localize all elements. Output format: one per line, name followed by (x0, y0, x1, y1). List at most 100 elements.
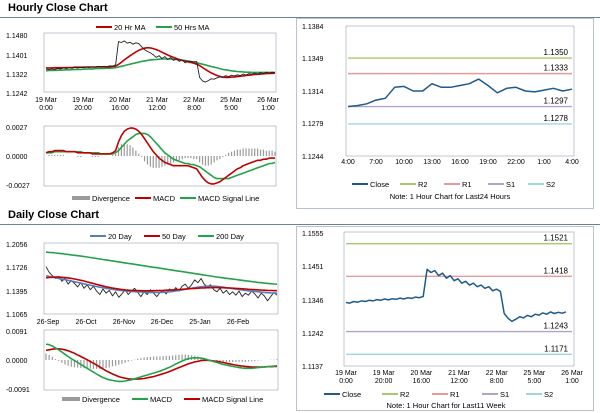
x-tick-label: 19 Mar 0:00 (35, 97, 57, 112)
daily-pivot-panel (296, 226, 594, 411)
y-tick-label: 0.0000 (6, 154, 28, 161)
legend-label-r2: R2 (400, 390, 410, 399)
legend-label-200-day: 200 Day (216, 232, 244, 241)
y-tick-label: 1.1401 (6, 53, 28, 60)
daily-macd-series (45, 343, 278, 383)
y-tick-label: 0.0000 (6, 358, 28, 365)
daily-pivot-legend: Close R2 R1 S1 S2 (324, 390, 553, 399)
hourly-macd-chart: 0.0027 0.0000 -0.0027 Divergence MACD MA… (6, 125, 277, 203)
x-tick-label: 13:00 (423, 159, 441, 166)
x-tick-label: 25-Jan (189, 319, 211, 326)
x-tick-label: 19 Mar 0:00 (335, 370, 357, 385)
pivot-level-label-s2: 1.1278 (544, 114, 569, 123)
y-tick-label: 1.1314 (302, 89, 324, 96)
macd-line (45, 343, 278, 383)
y-tick-label: 1.1346 (302, 298, 324, 305)
macd-line (45, 127, 275, 185)
ma50-line (45, 276, 278, 292)
y-tick-label: -0.0027 (6, 183, 30, 190)
y-tick-label: 1.2056 (6, 242, 28, 249)
x-tick-label: 22 Mar 8:00 (486, 370, 508, 385)
hourly-pivot-x-axis: 4:00 7:00 10:00 13:00 16:00 19:00 22:00 1:00 4:0… (341, 159, 579, 166)
y-tick-label: -0.0091 (6, 387, 30, 394)
x-tick-label: 4:00 (565, 159, 579, 166)
pivot-level-label-r1: 1.1418 (544, 266, 569, 275)
y-tick-label: 1.1349 (302, 56, 324, 63)
x-tick-label: 21 Mar 12:00 (146, 97, 168, 112)
x-tick-label: 10:00 (395, 159, 413, 166)
daily-pivot-plot-frame (343, 231, 575, 367)
ma20-line (46, 46, 276, 79)
close-price-line (45, 266, 278, 302)
ma200-line (45, 251, 278, 285)
x-tick-label: 26 Mar 1:00 (257, 97, 279, 112)
daily-pivot-x-axis: 19 Mar 0:00 19 Mar 20:00 20 Mar 16:00 21 Mar 12… (335, 370, 583, 385)
daily-price-chart: 20 Day 50 Day 200 Day 1.2056 1.1726 1.13… (6, 232, 279, 326)
pivot-level-label-s2: 1.1171 (544, 344, 568, 353)
hourly-macd-series (45, 127, 276, 185)
legend-label-s1: S1 (500, 390, 509, 399)
x-tick-label: 16:00 (451, 159, 469, 166)
daily-price-series (45, 251, 278, 302)
hourly-section-divider (0, 17, 600, 18)
x-tick-label: 19 Mar 20:00 (72, 97, 94, 112)
y-tick-label: 1.1726 (6, 265, 28, 272)
y-tick-label: 1.1555 (302, 231, 324, 238)
legend-label-s1: S1 (506, 180, 515, 189)
x-tick-label: 26-Sep (37, 319, 60, 326)
x-tick-label: 26-Dec (151, 319, 174, 326)
legend-swatch-divergence (72, 196, 90, 200)
hourly-pivot-plot-frame (345, 25, 575, 157)
daily-section-divider (0, 224, 600, 225)
legend-swatch-divergence (62, 397, 80, 401)
hourly-pivot-levels: 1.1350 1.1333 1.1297 1.1278 (348, 48, 572, 125)
ma20-line (45, 274, 278, 294)
hourly-price-legend: 20 Hr MA 50 Hrs MA (96, 23, 209, 32)
y-tick-label: 1.1451 (302, 264, 324, 271)
daily-pivot-chart: 1.1555 1.1451 1.1346 1.1242 1.1137 1.152… (302, 231, 584, 410)
x-tick-label: 20 Mar 16:00 (410, 370, 432, 385)
y-tick-label: 1.1242 (6, 91, 28, 98)
legend-label-signal: MACD Signal Line (198, 194, 259, 203)
x-tick-label: 22:00 (507, 159, 525, 166)
x-tick-label: 21 Mar 12:00 (448, 370, 470, 385)
x-tick-label: 4:00 (341, 159, 355, 166)
daily-pivot-note: Note: 1 Hour Chart for Last11 Week (387, 401, 506, 410)
y-tick-label: 1.1137 (302, 364, 323, 371)
daily-macd-chart: 0.0091 0.0000 -0.0091 Divergence MACD MA… (6, 329, 279, 404)
x-tick-label: 26-Oct (75, 319, 96, 326)
hourly-price-plot-frame (43, 32, 277, 93)
y-tick-label: 0.0027 (6, 125, 28, 132)
x-tick-label: 20 Mar 16:00 (109, 97, 131, 112)
ma50-line (45, 58, 275, 74)
legend-label-50hr-ma: 50 Hrs MA (174, 23, 209, 32)
legend-label-20-day: 20 Day (108, 232, 132, 241)
legend-label-divergence: Divergence (92, 194, 130, 203)
daily-macd-plot-frame (43, 329, 279, 391)
y-tick-label: 0.0091 (6, 329, 28, 336)
close-price-line (45, 40, 276, 83)
daily-macd-legend: Divergence MACD MACD Signal Line (62, 395, 263, 404)
x-tick-label: 19:00 (479, 159, 497, 166)
hourly-pivot-chart: 1.1384 1.1349 1.1314 1.1279 1.1244 1.135… (302, 24, 579, 201)
pivot-level-label-s1: 1.1243 (544, 322, 569, 331)
legend-label-r1: R1 (462, 180, 472, 189)
pivot-level-label-r1: 1.1333 (544, 64, 569, 73)
legend-label-s2: S2 (546, 180, 555, 189)
pivot-level-label-r2: 1.1521 (544, 234, 569, 243)
signal-line (45, 347, 277, 380)
x-tick-label: 1:00 (537, 159, 551, 166)
x-tick-label: 7:00 (369, 159, 383, 166)
hourly-price-x-axis: 19 Mar 0:00 19 Mar 20:00 20 Mar 16:00 21 Mar 12… (35, 97, 279, 112)
y-tick-label: 1.1242 (302, 331, 324, 338)
daily-price-plot-frame (43, 242, 279, 315)
legend-label-50-day: 50 Day (162, 232, 186, 241)
pivot-level-label-r2: 1.1350 (544, 48, 569, 57)
hourly-price-chart: 20 Hr MA 50 Hrs MA 1.1480 1.1401 1.1322 … (6, 23, 280, 112)
daily-pivot-levels: 1.1521 1.1418 1.1243 1.1171 (346, 234, 572, 355)
close-line (345, 268, 567, 323)
legend-label-macd: MACD (150, 395, 173, 404)
x-tick-label: 19 Mar 20:00 (373, 370, 395, 385)
x-tick-label: 26-Feb (227, 319, 249, 326)
legend-label-signal: MACD Signal Line (202, 395, 263, 404)
